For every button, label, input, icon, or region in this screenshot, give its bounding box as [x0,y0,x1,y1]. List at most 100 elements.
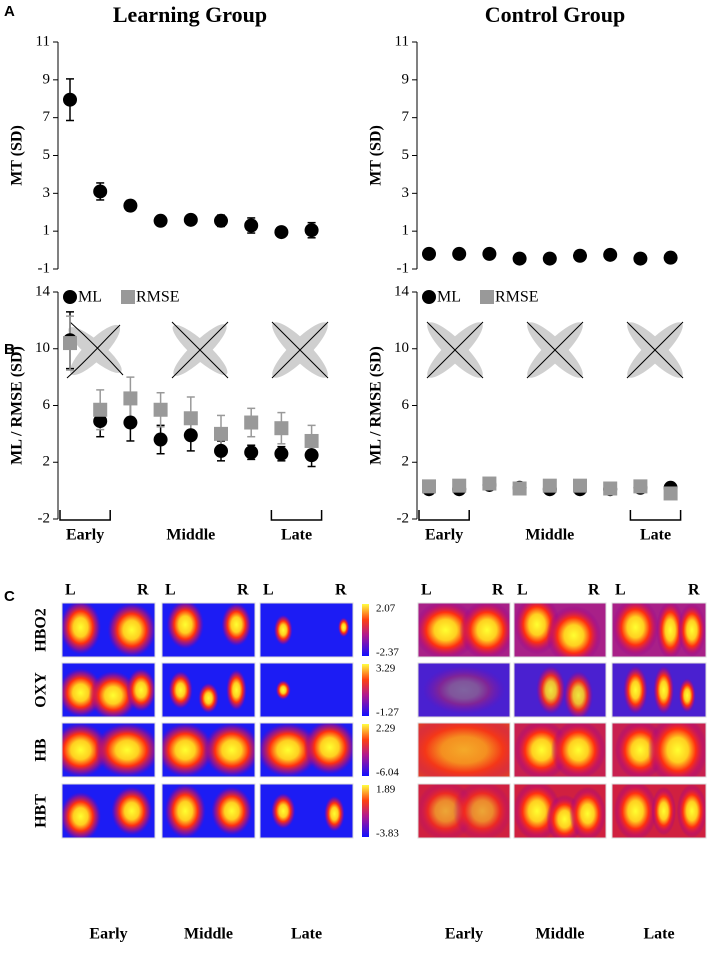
row-label: HB [33,738,50,761]
heatmap [61,783,156,839]
activation-blob [676,784,706,838]
heatmap [611,783,707,839]
heatmap-border [417,783,511,839]
heatmap-border [417,662,511,718]
activation-blob [536,665,566,715]
marker [244,445,259,460]
side-label: R [237,582,249,599]
heatmap-border [259,783,354,839]
y-tick-label: 1 [43,223,51,239]
heatmap-border [611,662,707,718]
column-label: Late [291,926,322,943]
heatmap-border [161,662,256,718]
activation-blob [613,784,658,838]
legend-marker [480,290,494,304]
marker [123,415,138,430]
marker [542,478,557,493]
activation-blob [203,723,255,777]
chart-title: Learning Group [113,2,267,27]
group-bracket [418,510,470,521]
activation-blob [623,665,648,715]
side-label: R [335,582,347,599]
marker [244,218,259,233]
marker [573,478,587,493]
marker [274,225,289,240]
activation-blob [324,795,345,832]
heatmap-border [259,722,354,778]
activation-blob [62,723,109,777]
heatmap-border [61,722,156,778]
heatmap [611,602,707,658]
marker [93,184,108,199]
panel-label: B [4,341,15,358]
side-label: R [688,582,700,599]
y-tick-label: 14 [394,283,410,299]
heatmap [513,722,607,778]
activation-blob [452,784,510,838]
activation-blob [168,671,193,709]
y-axis-title: ML / RMSE (SD) [9,346,26,465]
y-tick-label: 9 [402,71,410,87]
y-tick-label: 14 [35,283,51,299]
marker [542,251,557,266]
heatmap [161,783,256,839]
heatmap [417,602,511,658]
activation-blob [550,723,606,777]
heatmap [417,662,511,718]
marker [214,213,228,228]
marker [183,411,198,426]
marker [274,421,289,436]
legend-marker [422,290,436,304]
heatmap-border [61,783,156,839]
legend-marker [121,290,135,304]
heatmap-border [611,783,707,839]
y-axis-title: MT (SD) [368,125,385,186]
side-label: R [588,582,600,599]
heatmap [513,783,607,839]
heatmap-border [513,662,607,718]
row-label: HBT [33,794,50,828]
heatmap-border [161,722,256,778]
group-label: Middle [166,527,215,544]
heatmap-border [161,783,256,839]
marker [153,213,168,228]
activation-blob [422,665,506,715]
side-label: R [492,582,504,599]
activation-blob [612,603,659,657]
side-label: L [615,582,626,599]
marker [573,248,587,263]
heatmap-border [513,602,607,658]
legend-label: ML [78,289,102,306]
marker [93,414,108,429]
activation-blob [94,723,155,777]
y-tick-label: -2 [397,510,410,526]
marker [63,92,77,107]
legend-label: RMSE [495,289,539,306]
activation-blob [88,671,138,717]
heatmap [513,602,607,658]
group-label: Early [425,527,463,544]
marker [304,448,319,463]
y-tick-label: 1 [402,223,410,239]
heatmap-border [259,662,354,718]
heatmap-border [61,662,156,718]
marker [603,481,618,496]
marker [633,251,648,266]
colorbar [362,724,369,776]
activation-blob [211,786,253,836]
chart-title: Control Group [485,2,625,27]
y-tick-label: 11 [36,33,50,49]
activation-blob [418,723,510,777]
marker [153,432,168,447]
activation-blob [546,605,602,657]
activation-blob [164,784,206,838]
activation-blob [651,786,676,836]
group-bracket [629,510,682,521]
legend-label: ML [437,289,461,306]
group-label: Late [281,527,312,544]
column-label: Middle [536,926,585,943]
activation-blob [62,603,102,655]
activation-blob [260,723,319,777]
group-bracket [270,510,323,521]
heatmap-border [61,602,156,658]
